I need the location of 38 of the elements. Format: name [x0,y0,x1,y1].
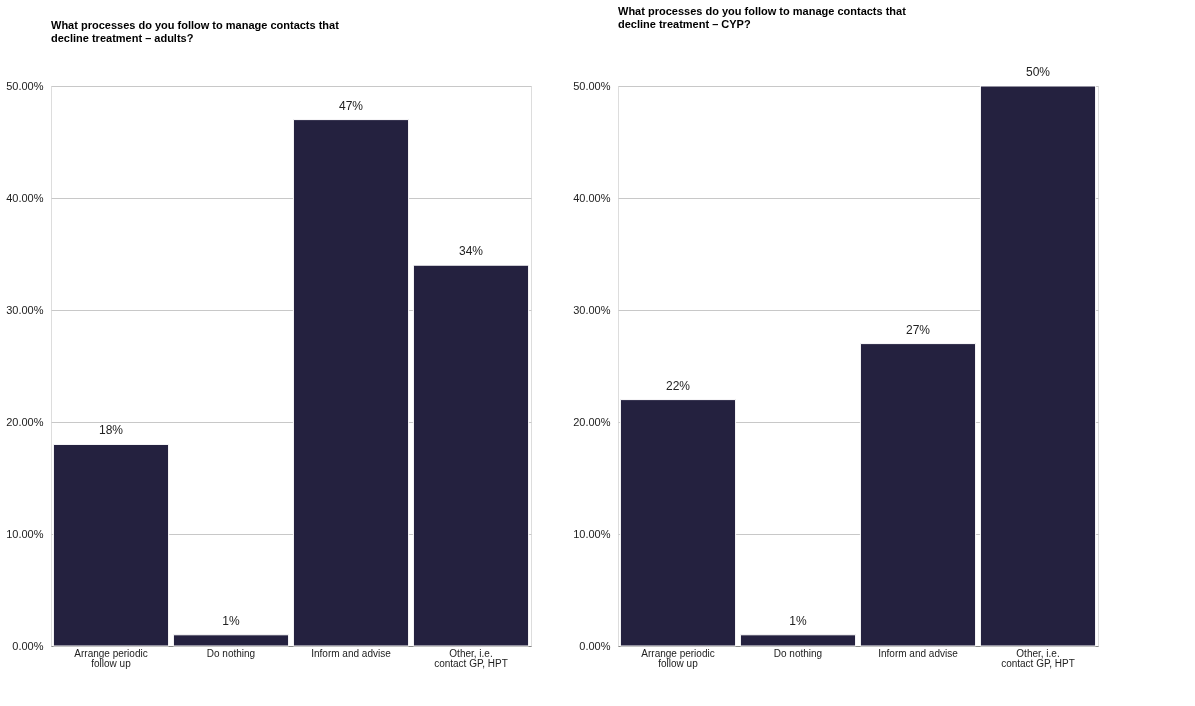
data-label: 27% [905,322,931,337]
y-tick-label: 50.00% [573,79,611,92]
x-tick-label: Arrange periodic follow up [74,647,148,669]
data-label: 18% [98,423,124,438]
data-label: 47% [338,98,364,113]
bar [52,443,170,647]
x-tick-label: Do nothing [773,647,823,659]
y-tick-label: 10.00% [6,527,44,540]
data-label: 1% [222,613,240,628]
data-label: 22% [665,378,691,393]
x-tick-label: Arrange periodic follow up [641,647,715,669]
data-label: 34% [458,244,484,259]
y-tick-label: 30.00% [6,303,44,316]
x-tick-label: Do nothing [206,647,256,659]
chart-title: What processes do you follow to manage contacts that decline treatment – CYP? [618,5,907,30]
x-tick-label: Inform and advise [311,647,392,659]
y-tick-label: 50.00% [6,79,44,92]
data-label: 1% [789,613,807,628]
x-tick-label: Other, i.e. contact GP, HPT [1001,647,1075,669]
bar [979,85,1097,647]
bar [859,343,977,647]
chart-title: What processes do you follow to manage contacts that decline treatment – adults? [51,19,340,44]
y-tick-label: 10.00% [573,527,611,540]
y-tick-label: 20.00% [6,415,44,428]
data-label: 50% [1025,65,1051,79]
y-tick-label: 0.00% [12,639,44,652]
bar [619,399,737,647]
bar [412,264,530,647]
x-tick-label: Other, i.e. contact GP, HPT [434,647,508,669]
bar [292,119,410,647]
bar [172,634,290,647]
y-tick-label: 0.00% [579,639,611,652]
y-tick-label: 40.00% [6,191,44,204]
y-tick-label: 40.00% [573,191,611,204]
bar [739,634,857,647]
y-tick-label: 20.00% [573,415,611,428]
x-tick-label: Inform and advise [878,647,959,659]
y-tick-label: 30.00% [573,303,611,316]
